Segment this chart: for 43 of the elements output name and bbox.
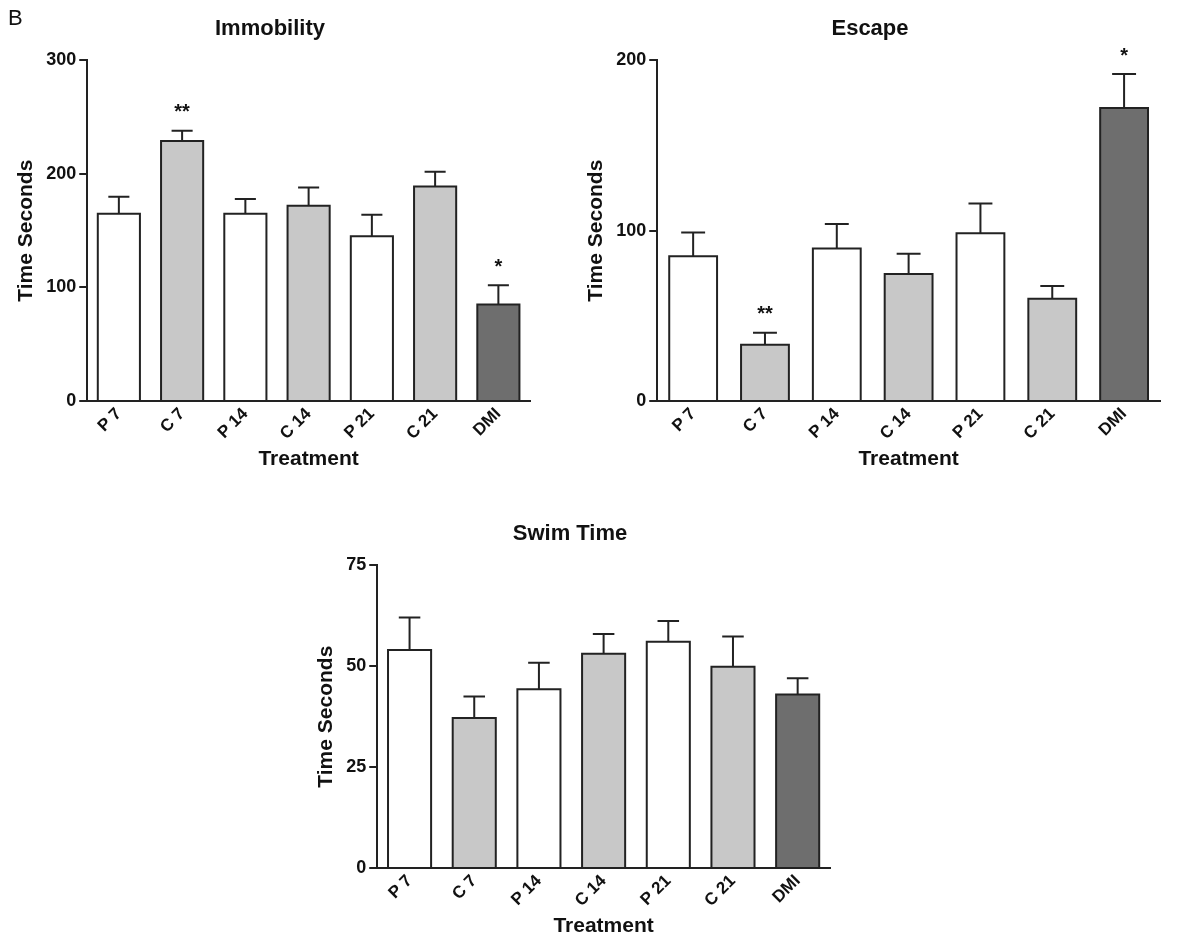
x-tick-label: P 7 <box>668 403 700 436</box>
x-tick-label: C 21 <box>700 870 740 910</box>
x-tick-label: P 14 <box>804 403 844 442</box>
annotation: * <box>494 254 503 277</box>
x-axis-title: Treatment <box>858 446 959 470</box>
y-tick-label: 0 <box>66 389 77 410</box>
y-tick-label: 0 <box>636 389 647 410</box>
x-tick-label: P 21 <box>636 870 675 909</box>
x-tick-label: C 7 <box>156 403 189 437</box>
x-tick-label: C 7 <box>738 403 772 437</box>
y-tick-label: 75 <box>346 554 367 575</box>
y-tick-label: 0 <box>356 856 367 877</box>
annotation: * <box>1120 43 1129 66</box>
y-tick-label: 50 <box>346 655 367 676</box>
y-tick-label: 25 <box>346 756 367 777</box>
x-tick-label: C 21 <box>402 403 442 443</box>
annotation: ** <box>757 302 773 325</box>
x-tick-label: C 14 <box>570 870 611 910</box>
x-tick-label: C 7 <box>448 870 481 904</box>
y-tick-label: 200 <box>46 162 77 183</box>
x-tick-label: P 7 <box>93 403 125 436</box>
y-tick-label: 100 <box>616 219 647 240</box>
chart-title: Escape <box>831 15 909 41</box>
x-tick-label: C 14 <box>875 403 916 443</box>
x-tick-label: P 7 <box>384 870 416 903</box>
x-tick-label: C 14 <box>275 403 316 443</box>
chart-title: Swim Time <box>512 520 628 546</box>
x-tick-label: P 14 <box>213 403 252 442</box>
annotation: ** <box>174 100 191 123</box>
x-tick-label: C 21 <box>1019 403 1059 443</box>
y-tick-label: 200 <box>616 49 647 70</box>
y-axis-title: Time Seconds <box>13 159 37 302</box>
y-tick-label: 100 <box>46 276 77 297</box>
text: B <box>8 5 23 31</box>
y-axis-title: Time Seconds <box>313 645 337 788</box>
x-axis-title: Treatment <box>258 446 359 470</box>
x-axis-title: Treatment <box>553 913 654 937</box>
x-tick-label: P 21 <box>948 403 987 442</box>
x-tick-label: P 14 <box>507 870 546 909</box>
y-axis-title: Time Seconds <box>583 159 607 302</box>
x-tick-label: P 21 <box>340 403 379 442</box>
chart-title: Immobility <box>214 15 326 41</box>
y-tick-label: 300 <box>46 49 77 70</box>
